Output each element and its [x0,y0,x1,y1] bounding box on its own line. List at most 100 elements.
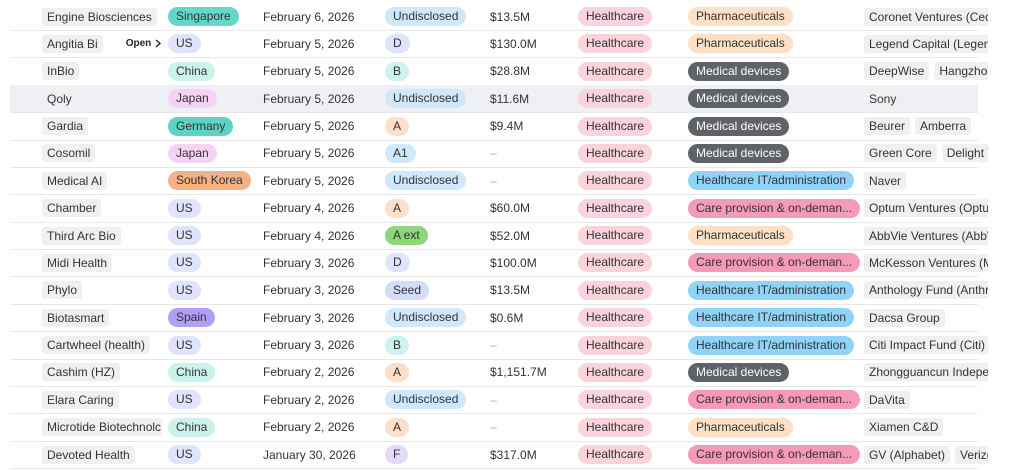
country-cell: Spain [168,304,263,331]
subsector-tag: Care provision & on-deman... [688,198,861,218]
chevron-icon [155,39,162,48]
table-row[interactable]: Cashim (HZ) China A Healthcare Medical devic… [10,359,988,387]
company-name: Devoted Health [42,445,135,464]
table-row[interactable]: Angitia Bi Open US D Healthcare Pharmaceutica… [10,30,988,59]
table-row[interactable]: Midi Health US D Healthcare Care provision &… [10,249,988,278]
table-row[interactable]: Phylo US Seed Healthcare Healthcare IT/admin… [10,277,988,305]
country-cell: Japan [168,140,263,167]
table-row[interactable]: Third Arc Bio US A ext Healthcare Pharmaceut… [10,222,988,250]
date-text: February 4, 2026 [263,228,355,243]
company-name: Chamber [42,199,102,218]
subsector-cell: Medical devices [688,58,864,85]
table-row[interactable]: InBio China B Healthcare Medical devices Febr… [10,58,988,86]
investors-cell: Zhongguancun Indeper [864,359,988,386]
company-name: Microtide Biotechnolc [42,418,162,437]
round-tag: A ext [385,226,428,245]
table-row[interactable]: Gardia Germany A Healthcare Medical devices F… [10,113,978,141]
amount-text: – [490,146,497,161]
subsector-cell: Pharmaceuticals [688,3,864,30]
country-cell: US [168,195,263,222]
investor-tag: AbbVie Ventures (AbbV [864,226,988,245]
company-name: Qoly [42,89,77,108]
round-tag: Undisclosed [385,308,467,328]
round-cell: A [385,195,490,222]
date-cell: February 3, 2026 [263,304,383,331]
investor-tag: McKesson Ventures (Mc [864,253,988,272]
investor-tag: GV (Alphabet) [864,445,951,464]
investors-cell: Xiamen C&D [864,414,988,441]
date-cell: February 5, 2026 [263,85,383,112]
table-row[interactable]: Devoted Health US F Healthcare Care provisio… [10,441,988,469]
sector-tag: Healthcare [578,226,653,245]
subsector-cell: Pharmaceuticals [688,222,864,249]
round-cell: A [385,113,490,140]
investor-tag: Naver [864,171,907,190]
table-row[interactable]: Elara Caring US Undisclosed Healthcare Care … [10,386,978,415]
company-cell: Chamber [42,195,162,222]
subsector-tag: Care provision & on-deman... [688,390,861,410]
country-tag: China [168,417,216,437]
sector-tag: Healthcare [578,7,653,26]
country-cell: Singapore [168,3,263,30]
country-tag: US [168,34,201,54]
date-cell: February 3, 2026 [263,332,383,359]
date-text: February 3, 2026 [263,255,355,270]
country-cell: US [168,441,263,468]
amount-cell: $317.0M [490,441,578,468]
amount-cell: $13.5M [490,277,578,304]
table-row[interactable]: Medical AI South Korea Undisclosed Healthca… [10,167,978,196]
round-cell: Undisclosed [385,304,490,331]
company-cell: Devoted Health [42,441,162,468]
amount-text: $13.5M [490,9,531,24]
subsector-cell: Healthcare IT/administration [688,277,864,304]
amount-cell: $13.5M [490,3,578,30]
investor-tag: Dacsa Group [864,308,945,327]
date-cell: February 3, 2026 [263,249,383,276]
company-name: Cosomil [42,144,96,163]
country-tag: Japan [168,89,217,109]
round-cell: B [385,332,490,359]
table-row[interactable]: Biotasmart Spain Undisclosed Healthcare Heal… [10,304,978,333]
table-row[interactable]: Chamber US A Healthcare Care provision & on-… [10,195,988,223]
country-tag: Singapore [168,7,239,26]
investor-tag: Hangzhou [934,62,988,81]
investor-tag: DaVita [864,390,910,409]
amount-cell: $0.6M [490,304,578,331]
subsector-cell: Medical devices [688,113,864,140]
sector-cell: Healthcare [578,414,688,441]
table-row[interactable]: Microtide Biotechnolc China A Healthcare Pha… [10,414,978,442]
table-row[interactable]: Engine Biosciences Singapore Undisclosed He… [10,3,988,31]
table-row[interactable]: Cartwheel (health) US B Healthcare Healthcar… [10,332,988,360]
company-cell: Angitia Bi Open [42,30,168,57]
sector-cell: Healthcare [578,113,688,140]
table-row[interactable]: Qoly Japan Undisclosed Healthcare Medical de… [10,85,978,114]
date-text: February 5, 2026 [263,91,355,106]
investors-cell: Sony [864,85,988,112]
date-text: February 3, 2026 [263,283,355,298]
investor-tag: Beurer [864,117,911,135]
sector-tag: Healthcare [578,445,653,464]
round-tag: D [385,34,410,54]
amount-text: $317.0M [490,447,537,462]
investor-tag: Optum Ventures (Optu [864,199,988,218]
company-cell: Qoly [42,85,162,112]
company-name: Third Arc Bio [42,226,121,245]
company-name: Angitia Bi [42,34,103,53]
date-text: February 5, 2026 [263,146,355,161]
open-button[interactable]: Open [126,38,162,49]
date-cell: January 30, 2026 [263,441,383,468]
sector-tag: Healthcare [578,171,653,191]
round-tag: A1 [385,143,416,163]
amount-text: $28.8M [490,64,531,79]
subsector-cell: Pharmaceuticals [688,30,864,57]
date-text: January 30, 2026 [263,447,356,462]
subsector-tag: Medical devices [688,143,790,163]
date-cell: February 6, 2026 [263,3,383,30]
table-row[interactable]: Cosomil Japan A1 Healthcare Medical devices F… [10,140,988,168]
company-cell: InBio [42,58,162,85]
round-cell: Undisclosed [385,386,490,413]
company-name: InBio [42,62,80,81]
subsector-tag: Pharmaceuticals [688,226,793,245]
round-cell: B [385,58,490,85]
